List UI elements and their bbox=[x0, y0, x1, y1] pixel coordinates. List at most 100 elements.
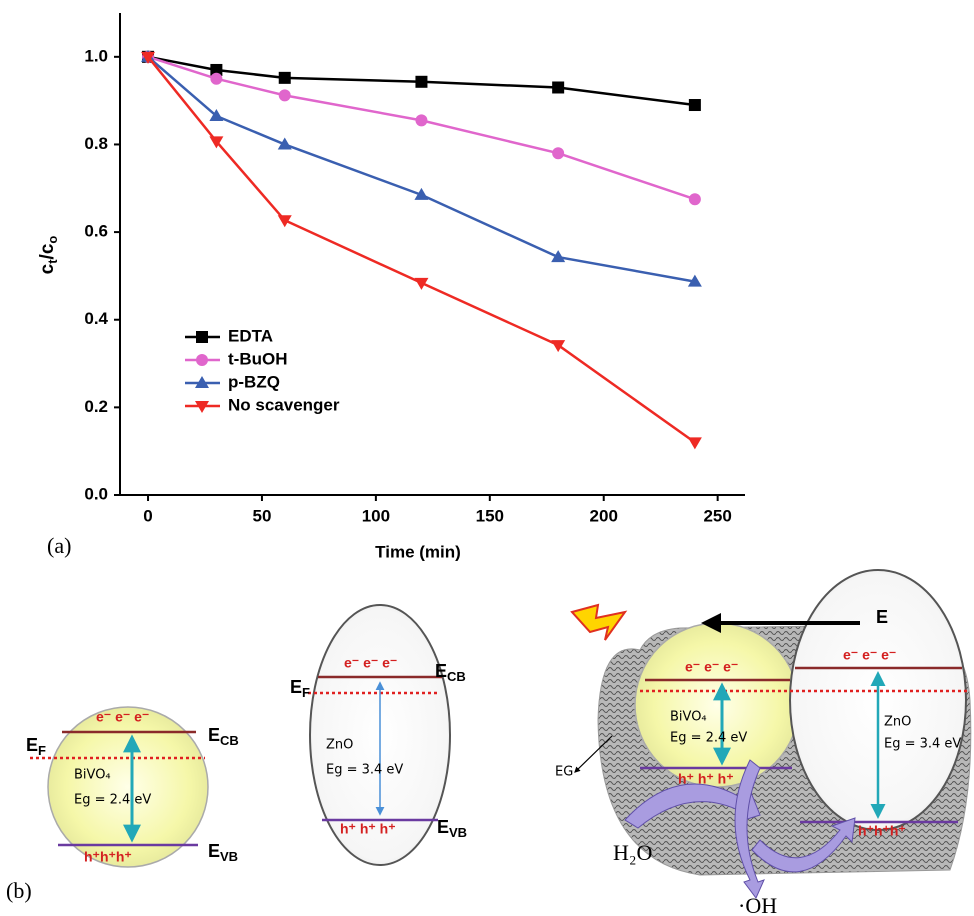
marker bbox=[687, 437, 702, 450]
level-label: ECB bbox=[435, 661, 466, 685]
marker bbox=[141, 51, 156, 64]
label: EG bbox=[555, 765, 573, 780]
label: e⁻ e⁻ e⁻ bbox=[843, 647, 896, 663]
label: Eg = 3.4 eV bbox=[326, 763, 403, 778]
marker bbox=[552, 81, 565, 94]
level-sub: CB bbox=[447, 669, 466, 684]
marker bbox=[210, 72, 223, 85]
marker bbox=[415, 114, 428, 127]
legend-label: EDTA bbox=[228, 326, 273, 345]
y-tick-label: 0.6 bbox=[84, 222, 108, 241]
label: ZnO bbox=[884, 715, 911, 730]
label: h⁺ h⁺ h⁺ bbox=[340, 821, 396, 837]
label: Eg = 2.4 eV bbox=[74, 793, 151, 808]
level-sub: CB bbox=[220, 733, 239, 748]
series-line bbox=[147, 56, 696, 444]
label: (b) bbox=[6, 878, 32, 903]
y-tick-label: 0.0 bbox=[84, 484, 108, 503]
legend-marker bbox=[196, 354, 208, 366]
marker bbox=[414, 277, 429, 290]
y-axis-title-part: c bbox=[37, 263, 58, 274]
label: ZnO bbox=[326, 738, 353, 753]
label: Eg = 2.4 eV bbox=[670, 731, 747, 746]
legend-label: p-BZQ bbox=[228, 372, 280, 391]
label: BiVO₄ bbox=[670, 710, 707, 725]
level-sub: VB bbox=[449, 825, 467, 840]
level-main: E bbox=[437, 817, 449, 837]
level-main: E bbox=[435, 661, 447, 681]
level-label: EF bbox=[26, 735, 46, 759]
series-line bbox=[147, 55, 696, 283]
x-tick-label: 100 bbox=[362, 506, 390, 525]
x-tick-label: 200 bbox=[590, 506, 618, 525]
label: e⁻ e⁻ e⁻ bbox=[96, 709, 149, 725]
series-line bbox=[147, 55, 696, 201]
label: Eg = 3.4 eV bbox=[884, 737, 961, 752]
label: h⁺h⁺h⁺ bbox=[858, 823, 906, 839]
marker bbox=[209, 108, 224, 121]
marker bbox=[688, 99, 701, 112]
marker bbox=[278, 71, 291, 84]
marker bbox=[277, 137, 292, 150]
level-label: EVB bbox=[437, 817, 467, 841]
label: ·OH bbox=[738, 893, 777, 916]
marker bbox=[687, 274, 702, 287]
marker bbox=[210, 63, 223, 76]
y-axis-title: ct/co bbox=[37, 236, 60, 275]
marker bbox=[415, 75, 428, 88]
level-main: E bbox=[208, 725, 220, 745]
curved-arrow bbox=[734, 759, 765, 899]
chart: 0.0 0.2 0.4 0.6 0.8 1.0 0 50 100 150 200 250 Time (m… bbox=[37, 13, 745, 561]
y-tick-label: 0.8 bbox=[84, 134, 108, 153]
y-axis-title-part: /c bbox=[37, 243, 58, 259]
legend-label: No scavenger bbox=[228, 395, 340, 414]
label: E bbox=[876, 607, 888, 627]
legend-marker bbox=[195, 376, 209, 388]
level-sub: F bbox=[302, 685, 310, 700]
x-tick-label: 250 bbox=[703, 506, 731, 525]
marker bbox=[688, 193, 701, 206]
level-label: EF bbox=[290, 677, 310, 701]
level-label: EVB bbox=[208, 841, 238, 865]
curved-arrow bbox=[751, 817, 856, 873]
marker bbox=[277, 215, 292, 228]
marker bbox=[551, 250, 566, 263]
y-tick-label: 0.2 bbox=[84, 397, 108, 416]
x-tick-label: 0 bbox=[143, 506, 152, 525]
marker bbox=[552, 147, 565, 160]
series-line bbox=[147, 55, 696, 107]
x-tick-label: 50 bbox=[252, 506, 271, 525]
level-main: E bbox=[26, 735, 38, 755]
label: e⁻ e⁻ e⁻ bbox=[685, 659, 738, 675]
level-sub: F bbox=[38, 743, 46, 758]
legend-label: t-BuOH bbox=[228, 349, 287, 368]
label: h⁺ h⁺ h⁺ bbox=[678, 771, 734, 787]
marker bbox=[414, 187, 429, 200]
marker bbox=[278, 89, 291, 102]
level-main: E bbox=[208, 841, 220, 861]
curved-arrow bbox=[624, 783, 761, 829]
x-axis-title: Time (min) bbox=[375, 542, 461, 561]
y-axis-title-part: o bbox=[45, 236, 60, 244]
x-tick-label: 150 bbox=[476, 506, 504, 525]
y-axis-title-part: t bbox=[45, 259, 60, 264]
bivo4-particle bbox=[634, 622, 800, 788]
y-tick-label: 1.0 bbox=[84, 46, 108, 65]
label: (a) bbox=[47, 533, 71, 558]
label: H₂O bbox=[613, 840, 652, 865]
legend-marker bbox=[196, 331, 208, 343]
label: e⁻ e⁻ e⁻ bbox=[344, 655, 397, 671]
level-main: E bbox=[290, 677, 302, 697]
level-sub: VB bbox=[220, 849, 238, 864]
marker bbox=[551, 340, 566, 353]
y-tick-label: 0.4 bbox=[84, 309, 108, 328]
marker bbox=[209, 136, 224, 149]
label: BiVO₄ bbox=[74, 768, 111, 783]
label: h⁺h⁺h⁺ bbox=[84, 849, 132, 865]
light-bolt bbox=[570, 603, 628, 641]
pointer bbox=[574, 735, 613, 773]
legend-marker bbox=[195, 401, 209, 413]
level-label: ECB bbox=[208, 725, 239, 749]
